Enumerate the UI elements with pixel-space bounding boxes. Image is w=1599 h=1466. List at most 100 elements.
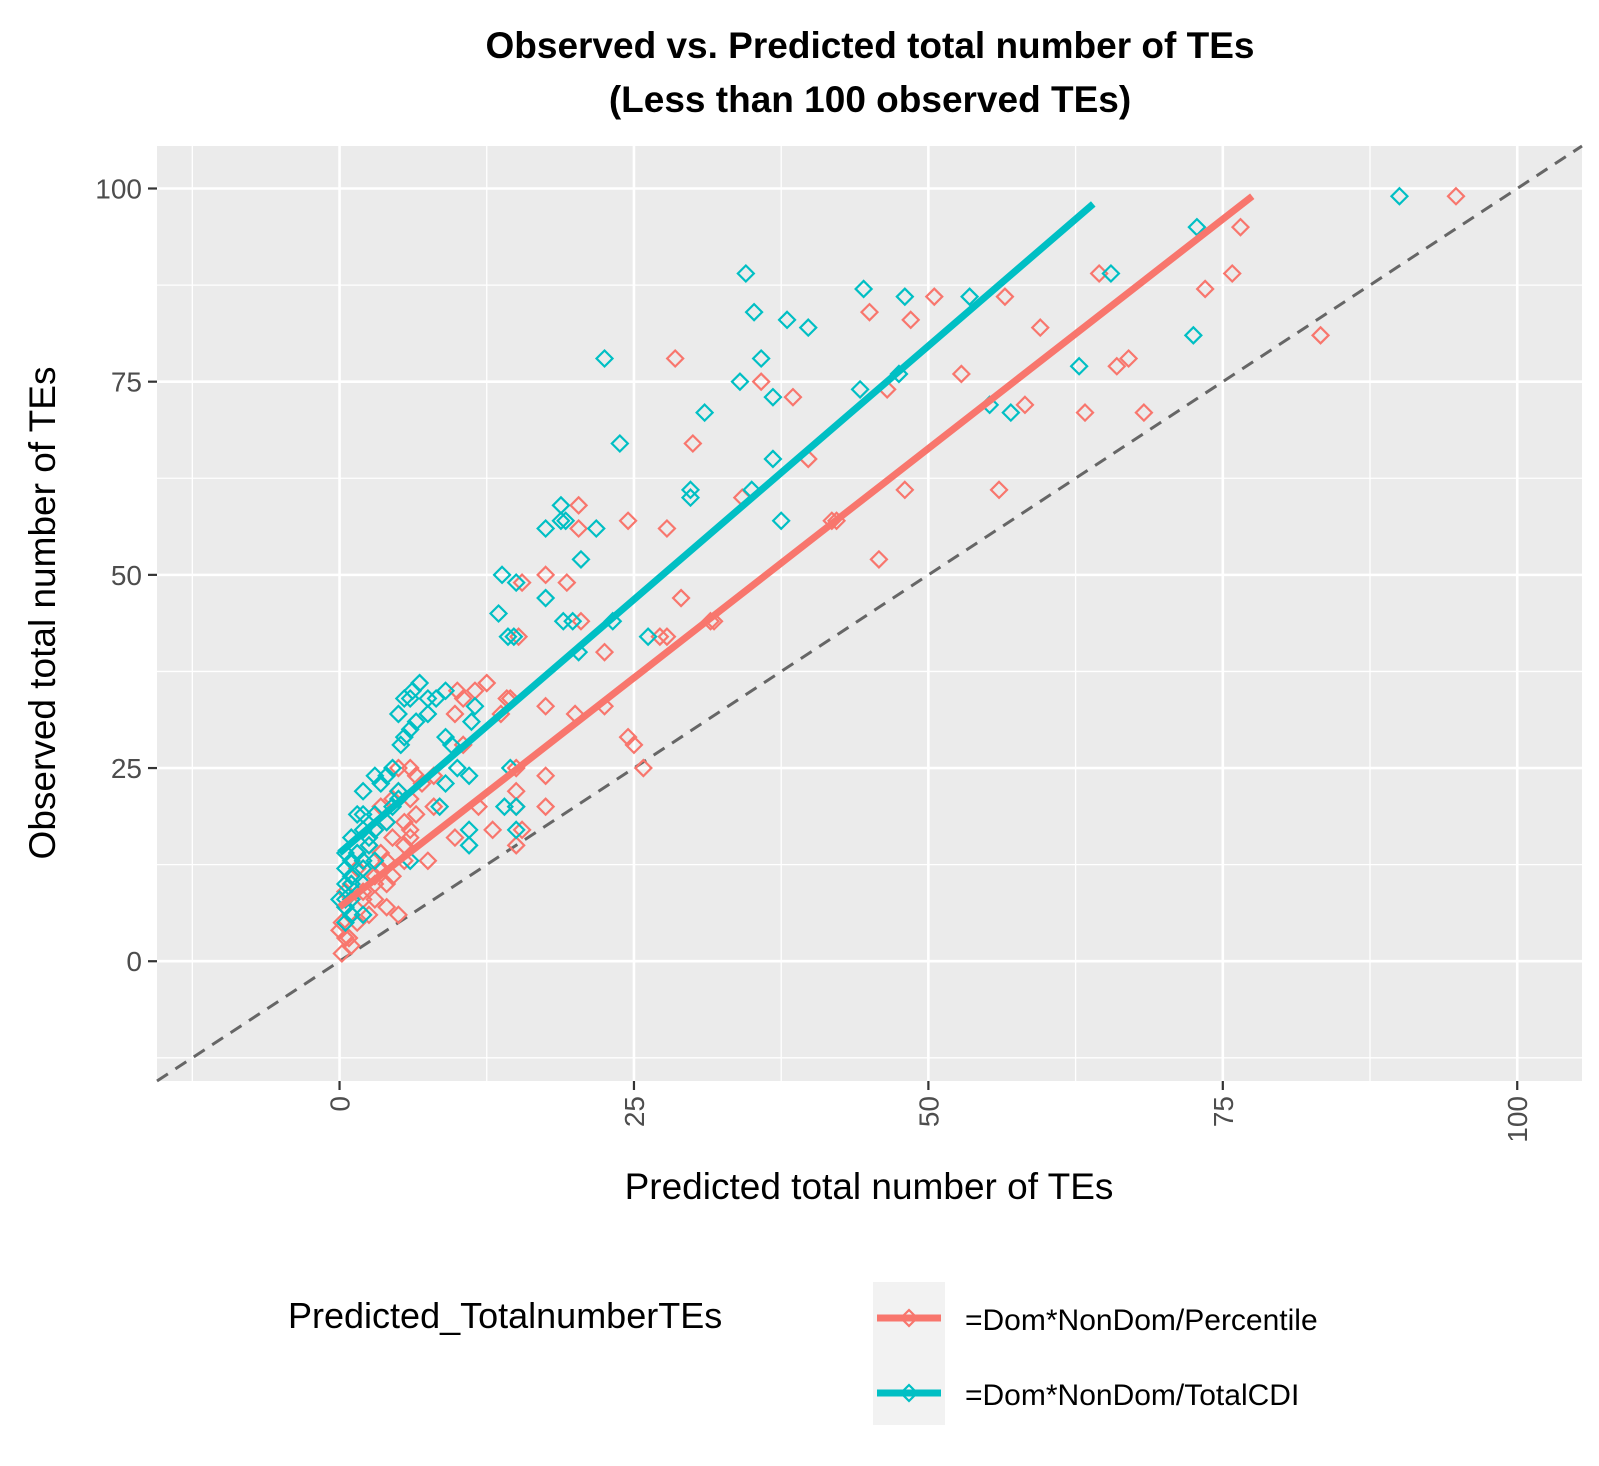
data-point <box>571 549 591 569</box>
data-point <box>483 820 503 840</box>
data-point <box>751 348 771 369</box>
data-point <box>610 433 630 454</box>
data-point <box>1015 395 1035 415</box>
data-point <box>459 820 479 840</box>
chart-title-line-2: (Less than 100 observed TEs) <box>609 79 1131 120</box>
data-point <box>406 804 426 824</box>
data-point <box>633 758 653 778</box>
data-point <box>783 387 803 407</box>
data-point <box>435 681 456 701</box>
data-point <box>551 511 571 531</box>
data-point <box>382 758 403 778</box>
data-point <box>377 897 397 917</box>
data-point <box>394 812 414 832</box>
legend: Predicted_TotalnumberTEs =Dom*NonDom/Per… <box>288 1282 1318 1425</box>
reference-line <box>156 144 1583 1083</box>
data-point <box>995 287 1015 307</box>
x-tick-label: 25 <box>619 1096 650 1127</box>
data-point <box>353 905 373 925</box>
data-point <box>730 372 750 392</box>
reference-line-group <box>156 144 1583 1083</box>
data-point <box>447 758 467 778</box>
data-point <box>594 642 615 662</box>
data-point <box>895 287 915 307</box>
data-point <box>359 835 379 855</box>
data-point <box>680 488 701 508</box>
data-point <box>512 820 532 840</box>
data-point <box>536 518 556 539</box>
data-point <box>488 603 509 624</box>
data-point <box>1134 403 1154 423</box>
data-point <box>777 310 797 330</box>
data-point <box>424 797 444 817</box>
x-axis-title: Predicted total number of TEs <box>625 1166 1114 1207</box>
data-point <box>569 518 589 539</box>
data-point <box>960 287 980 307</box>
data-point <box>563 611 583 631</box>
data-point <box>895 480 915 500</box>
data-point <box>347 843 367 863</box>
data-point <box>418 851 438 871</box>
data-point <box>418 704 438 724</box>
data-point <box>771 511 791 531</box>
data-point <box>506 797 526 817</box>
data-point <box>347 804 367 824</box>
y-tick-label: 25 <box>111 753 142 784</box>
y-tick-label: 0 <box>126 946 142 977</box>
data-point <box>335 913 355 933</box>
data-point <box>492 565 512 585</box>
data-point <box>445 704 465 724</box>
data-point <box>951 364 971 384</box>
data-point <box>435 773 456 794</box>
data-point <box>335 928 355 948</box>
data-point <box>400 758 420 778</box>
data-point <box>618 727 638 747</box>
data-point <box>498 627 518 647</box>
data-point <box>854 279 874 299</box>
data-point <box>557 573 577 593</box>
data-point <box>763 387 783 407</box>
data-point <box>736 263 756 284</box>
data-point <box>536 588 556 608</box>
data-point <box>671 588 691 608</box>
data-point <box>400 719 420 739</box>
data-point <box>1183 325 1203 345</box>
data-point <box>341 866 361 886</box>
data-point <box>400 828 420 848</box>
data-point <box>506 573 526 593</box>
data-point <box>744 302 764 322</box>
legend-title: Predicted_TotalnumberTEs <box>288 1295 722 1336</box>
data-point <box>1222 263 1242 284</box>
data-point <box>400 820 420 840</box>
data-point <box>618 511 638 531</box>
fit-line-percentile <box>337 193 1255 910</box>
data-point <box>624 735 644 755</box>
data-point <box>657 627 677 647</box>
data-point <box>571 611 591 631</box>
data-point <box>332 943 352 964</box>
data-point <box>377 874 397 894</box>
data-point <box>594 348 615 369</box>
fit-line-totalcdi <box>337 201 1096 856</box>
data-point <box>388 704 408 724</box>
grid-lines <box>157 146 1582 1081</box>
data-point <box>1075 403 1095 423</box>
data-point <box>359 905 379 925</box>
data-point <box>430 797 450 817</box>
data-point <box>665 348 685 369</box>
data-point <box>901 310 921 330</box>
data-point <box>695 403 715 423</box>
data-point <box>377 766 397 786</box>
data-point <box>394 688 414 709</box>
data-point <box>1001 403 1021 423</box>
data-point <box>859 302 880 322</box>
data-point <box>477 673 497 693</box>
data-point <box>371 773 391 794</box>
data-point <box>353 781 373 801</box>
data-point <box>445 828 465 848</box>
data-point <box>506 835 526 855</box>
data-point <box>391 735 411 755</box>
data-point <box>869 549 889 569</box>
data-point <box>512 573 532 593</box>
data-point <box>536 766 556 786</box>
